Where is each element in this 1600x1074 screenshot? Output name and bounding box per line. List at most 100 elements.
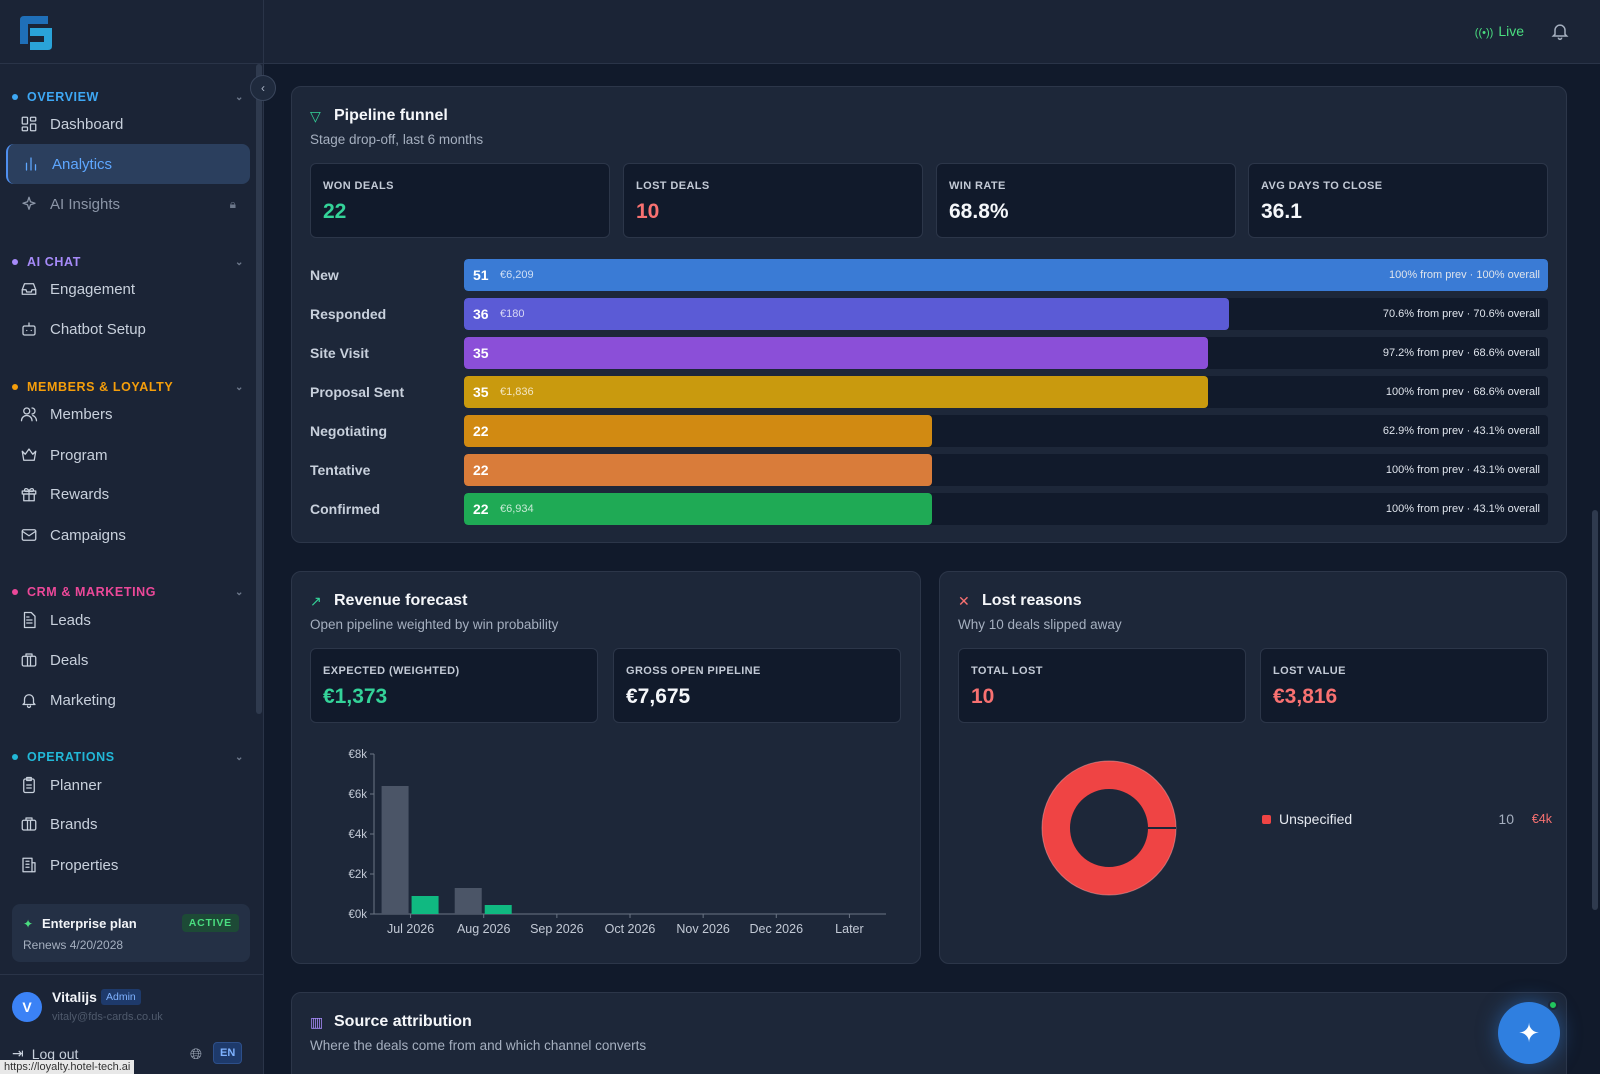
chevron-down-icon: ⌄ <box>235 586 244 598</box>
sparkle-icon: ✦ <box>1518 1017 1540 1048</box>
sidebar-item-brands[interactable]: Brands <box>6 804 250 844</box>
x-tick-label: Nov 2026 <box>676 922 730 936</box>
legend-label: Unspecified <box>1279 811 1353 827</box>
collapse-sidebar-button[interactable]: ‹ <box>250 75 276 101</box>
funnel-row-negotiating[interactable]: Negotiating 22 62.9% from prev · 43.1% o… <box>310 415 1548 447</box>
stage-conversion: 100% from prev · 43.1% overall <box>1385 503 1540 515</box>
sidebar-item-label: Program <box>50 446 108 464</box>
user-panel: V Vitalijs Admin vitaly@fds-cards.co.uk … <box>0 974 264 1074</box>
sidebar-item-chatbot-setup[interactable]: Chatbot Setup <box>6 309 250 349</box>
bar-aug-2026-s1 <box>484 905 512 914</box>
sidebar-item-label: Properties <box>50 856 119 874</box>
section-label: AI CHAT <box>27 255 81 269</box>
ai-assistant-button[interactable]: ✦ <box>1498 1002 1560 1064</box>
logout-label: Log out <box>31 1045 79 1062</box>
user-name: Vitalijs <box>52 989 97 1005</box>
kpi-avg-days-to-close: AVG DAYS TO CLOSE 36.1 <box>1248 163 1548 238</box>
stage-amount: €6,934 <box>500 503 534 515</box>
section-header-ai-chat[interactable]: AI CHAT ⌄ <box>12 253 244 271</box>
stage-conversion: 62.9% from prev · 43.1% overall <box>1382 425 1540 437</box>
kpi-gross-open-pipeline: GROSS OPEN PIPELINE €7,675 <box>613 648 901 723</box>
legend-item[interactable]: Unspecified 10 €4k <box>1262 811 1552 831</box>
section-header-crm-marketing[interactable]: CRM & MARKETING ⌄ <box>12 583 244 601</box>
main-scrollbar[interactable] <box>1592 510 1598 910</box>
funnel-bar <box>464 454 932 486</box>
kpi-label: WON DEALS <box>323 180 394 192</box>
filter-icon: ▽ <box>310 108 321 124</box>
x-tick-label: Later <box>835 922 864 936</box>
funnel-row-site-visit[interactable]: Site Visit 35 97.2% from prev · 68.6% ov… <box>310 337 1548 369</box>
sidebar-item-deals[interactable]: Deals <box>6 640 250 680</box>
funnel-track: 35 €1,836 100% from prev · 68.6% overall <box>464 376 1548 408</box>
card-subtitle: Where the deals come from and which chan… <box>310 1038 647 1053</box>
stage-count: 35 <box>473 384 489 400</box>
sidebar-item-label: Planner <box>50 776 102 794</box>
sidebar-item-planner[interactable]: Planner <box>6 765 250 805</box>
sidebar-item-leads[interactable]: Leads <box>6 600 250 640</box>
sidebar-item-ai-insights[interactable]: AI Insights 🔒︎ <box>6 184 250 224</box>
stage-conversion: 100% from prev · 68.6% overall <box>1385 386 1540 398</box>
card-title: Source attribution <box>334 1013 472 1030</box>
x-tick-label: Dec 2026 <box>750 922 804 936</box>
funnel-row-responded[interactable]: Responded 36 €180 70.6% from prev · 70.6… <box>310 298 1548 330</box>
funnel-row-proposal-sent[interactable]: Proposal Sent 35 €1,836 100% from prev ·… <box>310 376 1548 408</box>
briefcase-icon <box>21 653 37 667</box>
dashboard-icon <box>21 116 37 132</box>
funnel-row-new[interactable]: New 51 €6,209 100% from prev · 100% over… <box>310 259 1548 291</box>
funnel-bar <box>464 376 1208 408</box>
funnel-bar <box>464 337 1208 369</box>
logo[interactable] <box>16 14 54 52</box>
sidebar-item-rewards[interactable]: Rewards <box>6 474 250 514</box>
language-button[interactable]: EN <box>213 1042 243 1064</box>
trending-up-icon: ↗ <box>310 593 322 609</box>
live-indicator[interactable]: ((•)) Live <box>1475 23 1524 39</box>
sparkle-icon <box>22 196 36 210</box>
sidebar: OVERVIEW ⌄ Dashboard Analytics AI Insights 🔒︎… <box>0 0 264 1074</box>
bell-icon[interactable] <box>1550 20 1570 42</box>
section-dot <box>12 384 18 390</box>
sidebar-item-members[interactable]: Members <box>6 394 250 434</box>
sidebar-item-label: Marketing <box>50 691 116 709</box>
sidebar-item-label: Members <box>50 405 113 423</box>
sidebar-item-marketing[interactable]: Marketing <box>6 680 250 720</box>
sidebar-scrollbar[interactable] <box>256 64 262 714</box>
sidebar-item-label: Engagement <box>50 280 136 298</box>
sidebar-item-engagement[interactable]: Engagement <box>6 269 250 309</box>
card-subtitle: Stage drop-off, last 6 months <box>310 132 484 147</box>
bar-aug-2026-s0 <box>454 888 482 914</box>
sidebar-item-dashboard[interactable]: Dashboard <box>6 104 250 144</box>
plan-card[interactable]: ✦ Enterprise plan ACTIVE Renews 4/20/202… <box>12 904 250 962</box>
funnel-row-confirmed[interactable]: Confirmed 22 €6,934 100% from prev · 43.… <box>310 493 1548 525</box>
stage-count: 36 <box>473 306 489 322</box>
funnel-bar <box>464 493 932 525</box>
stage-label: Site Visit <box>310 345 369 361</box>
funnel-bar <box>464 415 932 447</box>
chevron-left-icon: ‹ <box>261 81 265 95</box>
stage-conversion: 100% from prev · 100% overall <box>1388 269 1540 281</box>
funnel-track: 35 97.2% from prev · 68.6% overall <box>464 337 1548 369</box>
funnel-track: 22 €6,934 100% from prev · 43.1% overall <box>464 493 1548 525</box>
avatar[interactable]: V <box>12 992 42 1022</box>
sidebar-item-campaigns[interactable]: Campaigns <box>6 515 250 555</box>
globe-icon[interactable]: 🌐︎ <box>190 1046 203 1063</box>
section-header-overview[interactable]: OVERVIEW ⌄ <box>12 88 244 106</box>
section-header-members-loyalty[interactable]: MEMBERS & LOYALTY ⌄ <box>12 378 244 396</box>
sidebar-item-properties[interactable]: Properties <box>6 845 250 885</box>
card-title: Pipeline funnel <box>334 107 448 124</box>
source-attribution-card: ▥ Source attribution Where the deals com… <box>291 992 1567 1074</box>
sidebar-item-analytics[interactable]: Analytics <box>6 144 250 184</box>
forecast-bar-chart: €0k €2k €4k €6k €8k Jul 2026 Aug 2026 Sep 2026 O… <box>348 749 886 936</box>
card-subtitle: Open pipeline weighted by win probabilit… <box>310 617 559 632</box>
section-header-operations[interactable]: OPERATIONS ⌄ <box>12 748 244 766</box>
stage-count: 22 <box>473 423 489 439</box>
mail-icon <box>21 529 37 541</box>
kpi-value: 10 <box>636 200 660 223</box>
topbar: ((•)) Live <box>264 0 1600 64</box>
logout-button[interactable]: ⇥ Log out <box>12 1045 78 1062</box>
lost-reasons-donut <box>1041 760 1177 896</box>
bot-icon <box>22 322 36 336</box>
sidebar-item-program[interactable]: Program <box>6 435 250 475</box>
funnel-row-tentative[interactable]: Tentative 22 100% from prev · 43.1% over… <box>310 454 1548 486</box>
stage-conversion: 97.2% from prev · 68.6% overall <box>1382 347 1540 359</box>
sparkle-icon: ✦ <box>23 917 34 931</box>
